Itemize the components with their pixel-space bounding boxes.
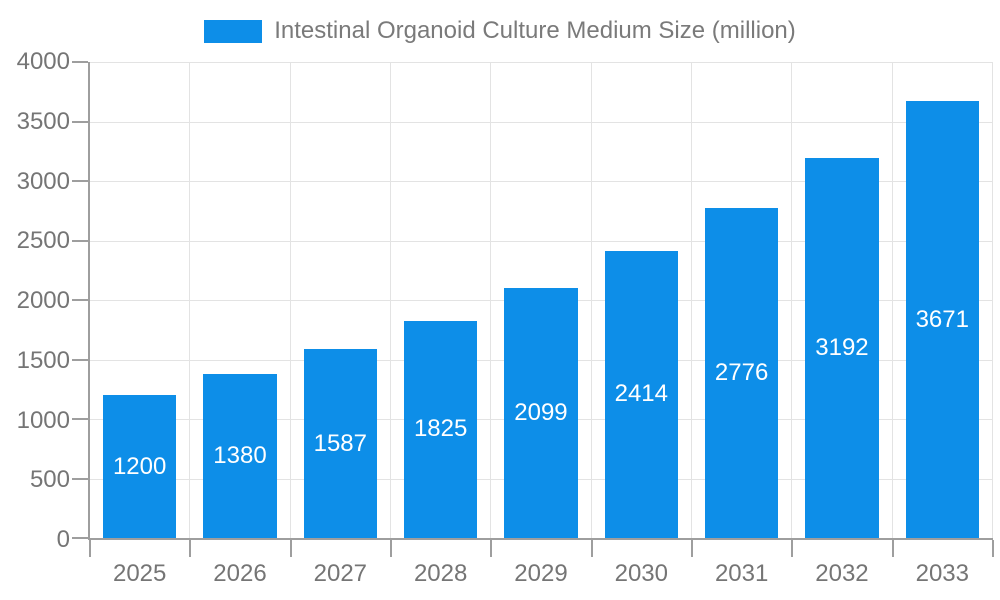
- y-axis-label: 3000: [16, 167, 70, 195]
- y-axis-tick: [72, 358, 88, 361]
- y-axis-label: 500: [29, 466, 70, 494]
- y-axis-tick: [72, 239, 88, 242]
- x-axis-label: 2026: [213, 560, 267, 587]
- category-cell: 3192 2032: [792, 62, 893, 587]
- bar-2026[interactable]: 1380: [203, 373, 277, 538]
- x-axis-tick: [590, 540, 593, 557]
- y-axis-label: 3500: [16, 107, 70, 135]
- x-axis-label: 2031: [714, 560, 769, 587]
- x-axis-tick: [791, 540, 794, 557]
- horizontal-gridline: [90, 121, 993, 123]
- bar-value-label: 1825: [413, 415, 468, 443]
- y-axis-tick: [72, 418, 88, 420]
- category-cell: 3671 2033: [893, 62, 993, 587]
- category-cell: 1587 2027: [291, 62, 391, 587]
- y-axis-tick: [72, 61, 88, 63]
- x-axis-label: 2032: [815, 560, 869, 587]
- bar-value-label: 2776: [714, 358, 769, 386]
- bar-value-label: 3671: [915, 305, 969, 333]
- bar-2025[interactable]: 1200: [102, 395, 177, 538]
- bar-value-label: 1587: [313, 429, 367, 457]
- horizontal-gridline: [90, 62, 993, 63]
- bar-2030[interactable]: 2414: [604, 250, 679, 538]
- x-axis-label: 2025: [112, 560, 167, 587]
- x-axis-label: 2033: [915, 560, 969, 587]
- y-axis-tick: [72, 477, 88, 480]
- category-cell: 1200 2025: [90, 62, 191, 587]
- category-cell: 1380 2026: [190, 62, 291, 587]
- x-axis-tick: [389, 540, 392, 557]
- horizontal-gridline: [90, 181, 993, 182]
- y-axis-label: 4000: [16, 48, 70, 75]
- y-axis-tick: [72, 180, 88, 182]
- category-cell: 2099 2029: [491, 62, 592, 587]
- x-axis-tick: [992, 540, 994, 557]
- bar-value-label: 2414: [614, 380, 668, 408]
- y-axis-tick: [72, 120, 88, 123]
- category-cell: 2776 2031: [692, 62, 793, 587]
- x-axis-tick: [89, 540, 91, 557]
- bar-2029[interactable]: 2099: [504, 288, 578, 538]
- bar-value-label: 3192: [815, 334, 869, 362]
- x-axis-tick: [189, 540, 192, 557]
- x-axis-label: 2027: [313, 560, 368, 587]
- bar-value-label: 1200: [112, 452, 167, 480]
- legend-label: Intestinal Organoid Culture Medium Size …: [274, 17, 796, 44]
- y-axis-label: 1000: [16, 406, 70, 434]
- x-axis-tick: [891, 540, 894, 557]
- y-axis-tick: [72, 537, 88, 539]
- x-axis-label: 2029: [514, 560, 568, 587]
- y-axis-tick: [72, 299, 88, 301]
- bar-value-label: 2099: [514, 399, 568, 427]
- y-axis: 4000 3500 3000 2500 2000 1500 1000 500 0: [0, 49, 70, 553]
- category-cell: 1825 2028: [391, 62, 492, 587]
- x-axis-tick: [490, 540, 493, 557]
- y-axis-label: 2500: [16, 227, 70, 255]
- bar-2032[interactable]: 3192: [805, 158, 879, 538]
- x-axis-tick: [690, 540, 693, 557]
- x-axis-tick: [289, 540, 292, 557]
- bar-value-label: 1380: [213, 441, 267, 469]
- plot-area: 1200 2025 1380 2026 1587 2027 1825 2028 2099 2029…: [72, 61, 994, 587]
- x-axis-label: 2030: [614, 560, 668, 587]
- bar-2027[interactable]: 1587: [303, 349, 378, 538]
- category-cell: 2414 2030: [592, 62, 692, 587]
- bar-2033[interactable]: 3671: [905, 101, 980, 538]
- bar-2028[interactable]: 1825: [403, 320, 478, 538]
- x-axis-label: 2028: [413, 560, 468, 587]
- y-axis-label: 1500: [16, 346, 70, 374]
- y-axis-label: 2000: [16, 287, 70, 314]
- horizontal-gridline: [90, 240, 993, 242]
- bar-series: 1200 2025 1380 2026 1587 2027 1825 2028 2099 2029…: [90, 62, 993, 587]
- legend-swatch-icon: [204, 19, 263, 43]
- bar-2031[interactable]: 2776: [704, 207, 779, 538]
- y-axis-label: 0: [56, 526, 70, 553]
- legend: Intestinal Organoid Culture Medium Size …: [0, 17, 1000, 45]
- legend-item[interactable]: Intestinal Organoid Culture Medium Size …: [204, 17, 796, 45]
